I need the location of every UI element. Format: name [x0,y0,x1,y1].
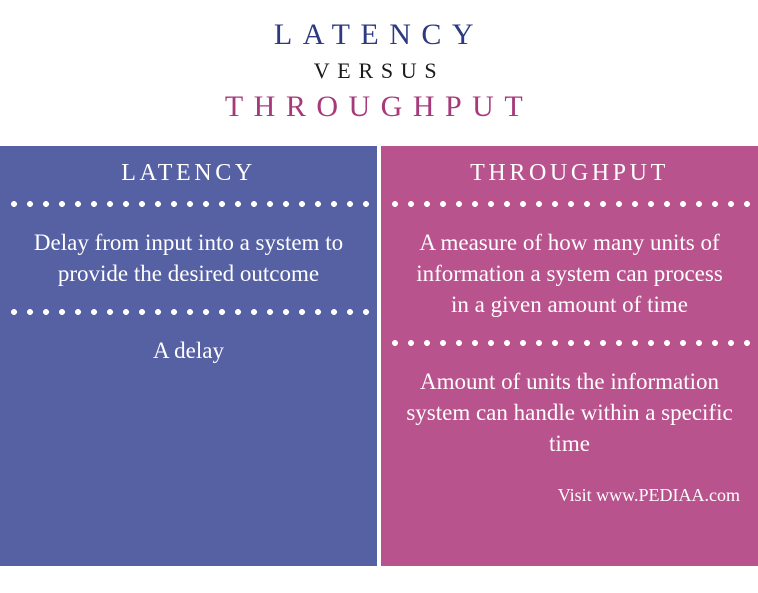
header-versus: VERSUS [0,58,758,84]
cell-right-1: A measure of how many units of informati… [381,207,758,340]
cell-left-2: A delay [0,315,377,386]
cell-left-1: Delay from input into a system to provid… [0,207,377,309]
header-term-1: LATENCY [0,18,758,52]
column-right-title: THROUGHPUT [381,146,758,201]
footer-attribution: Visit www.PEDIAA.com [381,479,758,506]
column-left: LATENCY Delay from input into a system t… [0,146,377,566]
cell-right-2: Amount of units the information system c… [381,346,758,479]
header-term-2: THROUGHPUT [0,90,758,124]
comparison-columns: LATENCY Delay from input into a system t… [0,146,758,566]
comparison-header: LATENCY VERSUS THROUGHPUT [0,0,758,146]
column-right: THROUGHPUT A measure of how many units o… [381,146,758,566]
column-left-title: LATENCY [0,146,377,201]
